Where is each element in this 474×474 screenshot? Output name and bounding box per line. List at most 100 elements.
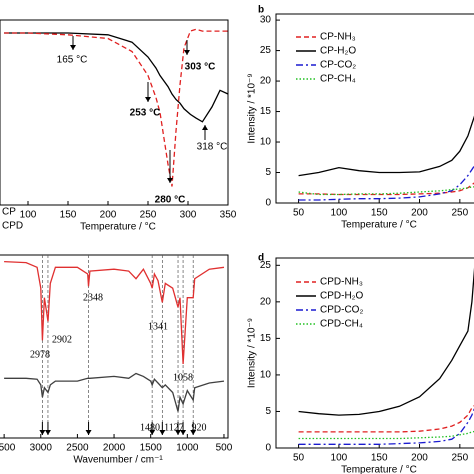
plot-frame xyxy=(275,257,474,449)
x-axis-title: Wavenumber / cm⁻¹ xyxy=(73,455,163,466)
peak-label: 2978 xyxy=(30,349,50,360)
plot-area xyxy=(4,255,225,432)
legend-label: CP-H₂O xyxy=(320,46,356,57)
series-line xyxy=(298,405,474,433)
x-tick-label: 150 xyxy=(371,208,388,219)
plot-frame xyxy=(0,254,229,439)
legend-label: CP-NH₃ xyxy=(320,32,356,43)
peak-label: 1341 xyxy=(148,321,168,332)
arrow-head xyxy=(167,178,173,183)
series-line xyxy=(4,32,228,123)
peak-label: 2348 xyxy=(83,292,103,303)
peak-label: 920 xyxy=(192,422,207,433)
x-tick-label: 3500 xyxy=(0,443,16,454)
y-tick-label: 25 xyxy=(260,260,272,271)
x-tick-label: 1500 xyxy=(140,443,163,454)
y-tick-label: 5 xyxy=(265,406,271,417)
peak-label: 1480 xyxy=(140,422,160,433)
annotation: 253 °C xyxy=(130,108,161,119)
y-tick-label: 5 xyxy=(265,167,271,178)
x-tick-label: 50 xyxy=(293,208,305,219)
x-axis-title: Temperature / °C xyxy=(341,220,417,231)
annotation: 280 °C xyxy=(155,195,186,206)
series-line xyxy=(298,407,474,445)
x-tick-label: 250 xyxy=(140,210,157,221)
legend-label: CPD-CH₄ xyxy=(320,319,363,330)
plot-area xyxy=(298,267,474,445)
x-tick-label: 2500 xyxy=(66,443,89,454)
y-tick-label: 20 xyxy=(260,76,272,87)
series-line xyxy=(298,165,474,201)
y-axis-title: Intensity / *10⁻⁹ xyxy=(247,73,258,143)
series-line xyxy=(298,430,474,440)
x-tick-label: 150 xyxy=(371,453,388,464)
arrow-head xyxy=(149,430,156,435)
x-tick-label: 100 xyxy=(331,208,348,219)
peak-label: 2902 xyxy=(52,334,72,345)
x-tick-label: 100 xyxy=(331,453,348,464)
peak-label: 1127 xyxy=(164,422,184,433)
y-tick-label: 0 xyxy=(265,443,271,454)
y-tick-label: 10 xyxy=(260,137,272,148)
y-tick-label: 20 xyxy=(260,296,272,307)
plot-area xyxy=(4,28,228,187)
y-tick-label: 15 xyxy=(260,333,272,344)
series-line xyxy=(4,372,225,412)
legend-label: CPD-CO₂ xyxy=(320,305,363,316)
arrow-head xyxy=(39,430,46,435)
y-tick-label: 30 xyxy=(260,15,272,26)
legend-label: CPD-H₂O xyxy=(320,291,364,302)
x-tick-label: 200 xyxy=(411,208,428,219)
arrow-head xyxy=(85,430,92,435)
y-tick-label: 0 xyxy=(265,198,271,209)
arrow-head xyxy=(184,50,190,55)
x-tick-label: 500 xyxy=(216,443,233,454)
x-tick-label: 1000 xyxy=(176,443,199,454)
series-line xyxy=(298,267,474,416)
legend-label: CPD-NH₃ xyxy=(320,277,363,288)
series-line xyxy=(298,186,474,196)
series-line xyxy=(298,115,474,177)
x-tick-label: 350 xyxy=(220,210,237,221)
legend-label: CPD xyxy=(2,221,23,232)
x-tick-label: 2000 xyxy=(103,443,126,454)
x-tick-label: 200 xyxy=(411,453,428,464)
x-tick-label: 3000 xyxy=(30,443,53,454)
series-line xyxy=(298,182,474,196)
x-axis-title: Temperature / °C xyxy=(341,465,417,474)
y-tick-label: 25 xyxy=(260,45,272,56)
y-tick-label: 10 xyxy=(260,370,272,381)
arrow-head xyxy=(190,430,197,435)
x-tick-label: 300 xyxy=(180,210,197,221)
annotation: 318 °C xyxy=(197,142,228,153)
x-tick-label: 50 xyxy=(293,453,305,464)
plot-frame xyxy=(275,13,474,204)
x-tick-label: 150 xyxy=(60,210,77,221)
peak-label: 1058 xyxy=(173,372,193,383)
panel-letter: d xyxy=(258,253,264,264)
arrow-head xyxy=(159,430,166,435)
y-tick-label: 15 xyxy=(260,106,272,117)
x-tick-label: 200 xyxy=(100,210,117,221)
x-tick-label: 250 xyxy=(451,453,468,464)
plot-area xyxy=(298,115,474,201)
annotation: 303 °C xyxy=(185,62,216,73)
panel-letter: b xyxy=(258,5,264,16)
x-tick-label: 100 xyxy=(20,210,37,221)
arrow-head xyxy=(180,430,187,435)
arrow-head xyxy=(175,430,182,435)
series-line xyxy=(4,260,225,365)
x-tick-label: 250 xyxy=(451,208,468,219)
plot-frame xyxy=(0,19,229,206)
arrow-head xyxy=(145,97,151,102)
arrow-head xyxy=(44,430,51,435)
legend-label: CP xyxy=(2,207,16,218)
legend-label: CP-CH₄ xyxy=(320,74,356,85)
x-axis-title: Temperature / °C xyxy=(80,222,156,233)
arrow-head xyxy=(202,125,208,130)
annotation: 165 °C xyxy=(57,55,88,66)
legend-label: CP-CO₂ xyxy=(320,60,356,71)
series-line xyxy=(4,28,228,187)
arrow-head xyxy=(70,45,76,50)
